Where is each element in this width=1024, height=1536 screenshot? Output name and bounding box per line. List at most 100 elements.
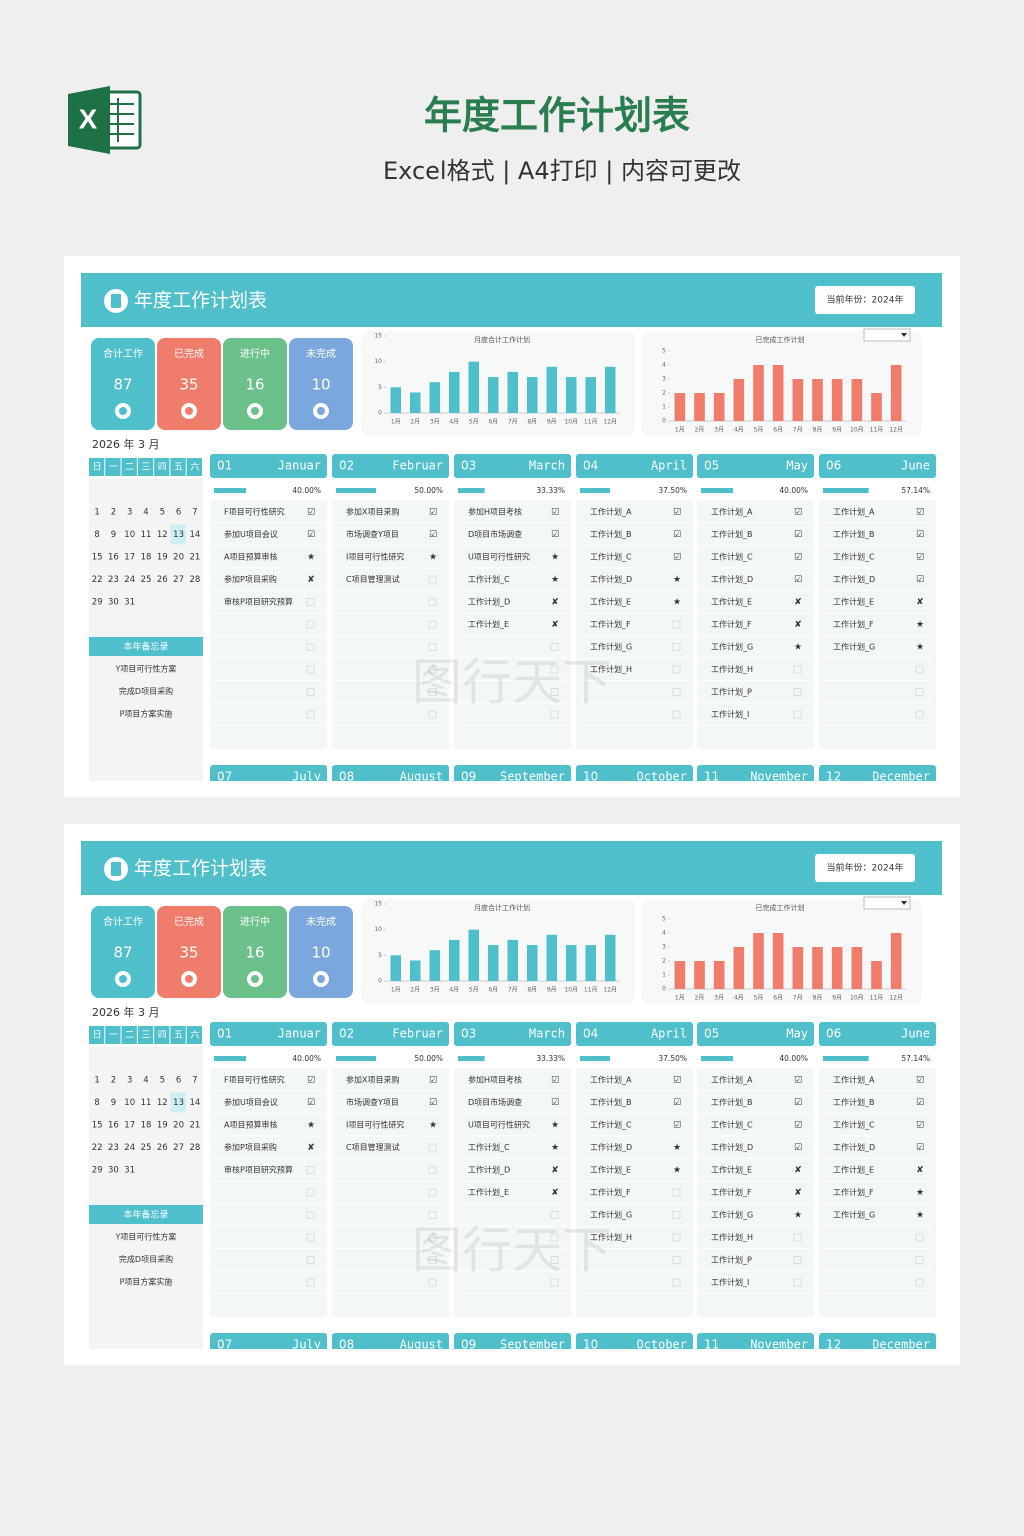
task: 工作计划_F xyxy=(590,1187,631,1197)
progress-bar xyxy=(823,1056,869,1061)
task-status: ★ xyxy=(307,553,315,563)
calendar-day: 19 xyxy=(157,553,168,563)
empty-checkbox xyxy=(428,1211,437,1219)
empty-checkbox xyxy=(915,665,924,674)
task-status: ★ xyxy=(794,1211,802,1221)
calendar-day: 11 xyxy=(141,530,152,540)
bar xyxy=(546,366,558,413)
calendar-day: 22 xyxy=(92,575,103,585)
empty-checkbox xyxy=(306,1211,315,1219)
calendar-day: 16 xyxy=(108,1121,119,1131)
summary-card xyxy=(223,338,287,430)
task: 工作计划_E xyxy=(468,619,509,629)
summary-label: 未完成 xyxy=(306,915,336,928)
calendar-day: 25 xyxy=(141,575,152,585)
empty-checkbox xyxy=(672,1256,681,1264)
task: 工作计划_A xyxy=(833,1075,875,1085)
calendar-day: 29 xyxy=(92,598,103,608)
task: F项目可行性研究 xyxy=(224,1075,285,1085)
task-status: ☑ xyxy=(551,508,559,518)
month-header xyxy=(697,765,814,781)
summary-label: 进行中 xyxy=(240,347,270,360)
task: U项目可行性研究 xyxy=(468,1120,530,1130)
memo-item: Y项目可行性方案 xyxy=(115,1232,177,1242)
task: 工作计划_C xyxy=(468,574,510,584)
y-tick-label: 2 xyxy=(662,958,666,965)
calendar-day: 19 xyxy=(157,1121,168,1131)
task-status: ✘ xyxy=(794,1166,802,1176)
bar xyxy=(507,371,519,413)
task: 工作计划_C xyxy=(711,552,753,562)
month-number: 01 xyxy=(217,1027,232,1041)
month-name: September xyxy=(500,1338,565,1352)
task: 工作计划_G xyxy=(590,1210,632,1220)
task: 参加U项目会议 xyxy=(224,529,278,539)
empty-checkbox xyxy=(306,688,315,696)
calendar-day: 1 xyxy=(94,508,99,518)
x-tick-label: 3月 xyxy=(714,427,724,434)
task: 参加P项目采购 xyxy=(224,1142,277,1152)
month-name: August xyxy=(400,1338,443,1352)
month-number: 06 xyxy=(826,1027,841,1041)
task: A项目预算审核 xyxy=(224,552,277,562)
task: 审核P项目研究预算 xyxy=(224,597,293,607)
bar xyxy=(429,950,441,981)
month-name: August xyxy=(400,770,443,784)
calendar-day: 3 xyxy=(127,508,132,518)
task: 参加P项目采购 xyxy=(224,574,277,584)
dropdown xyxy=(863,328,911,342)
task-status: ☑ xyxy=(916,1098,924,1108)
y-tick-label: 5 xyxy=(378,384,382,391)
month-body xyxy=(454,1068,571,1317)
bar xyxy=(890,933,902,989)
month-name: June xyxy=(901,459,930,473)
watermark: 图行天下 xyxy=(412,1222,612,1280)
x-tick-label: 2月 xyxy=(695,427,705,434)
summary-value: 10 xyxy=(311,944,330,962)
sheet-title: 年度工作计划表 xyxy=(134,858,267,880)
empty-checkbox xyxy=(550,1256,559,1264)
task: 工作计划_P xyxy=(711,1255,752,1265)
summary-icon-dot xyxy=(251,975,259,983)
bar xyxy=(812,379,823,421)
month-body xyxy=(697,1068,814,1317)
calendar-day: 6 xyxy=(176,1076,181,1086)
calendar-day: 10 xyxy=(124,1098,135,1108)
calendar-day: 24 xyxy=(124,1143,135,1153)
calendar-day: 5 xyxy=(160,1076,165,1086)
bar xyxy=(733,947,745,989)
empty-checkbox xyxy=(306,1256,315,1264)
bar xyxy=(871,393,882,421)
progress-bar xyxy=(701,488,733,493)
month-name: Februar xyxy=(392,459,443,473)
calendar-day: 9 xyxy=(111,1098,116,1108)
x-tick-label: 4月 xyxy=(449,987,459,994)
bar xyxy=(694,961,705,989)
weekday: 六 xyxy=(190,461,199,473)
task-status: ☑ xyxy=(429,1076,437,1086)
empty-checkbox xyxy=(793,1278,802,1287)
month-header xyxy=(576,454,693,478)
bar xyxy=(565,945,577,981)
bar xyxy=(713,393,725,421)
task-status: ☑ xyxy=(916,508,924,518)
task: 工作计划_F xyxy=(711,619,752,629)
bar xyxy=(674,393,686,421)
task: 工作计划_A xyxy=(590,1075,632,1085)
x-tick-label: 10月 xyxy=(850,427,864,434)
task: I项目可行性研究 xyxy=(346,552,404,562)
empty-checkbox xyxy=(672,1233,681,1242)
task-status: ☑ xyxy=(916,575,924,585)
x-tick-label: 9月 xyxy=(832,427,842,434)
task-status: ★ xyxy=(916,643,924,653)
x-tick-label: 7月 xyxy=(508,987,518,994)
summary-label: 未完成 xyxy=(306,347,336,360)
empty-checkbox xyxy=(793,710,802,719)
empty-checkbox xyxy=(672,1188,681,1197)
calendar-day: 11 xyxy=(141,1098,152,1108)
calendar-day: 12 xyxy=(157,1098,168,1108)
memo-item: P项目方案实施 xyxy=(120,1277,173,1287)
task: 工作计划_A xyxy=(590,507,632,517)
month-name: April xyxy=(651,1027,687,1041)
bar xyxy=(390,955,402,981)
